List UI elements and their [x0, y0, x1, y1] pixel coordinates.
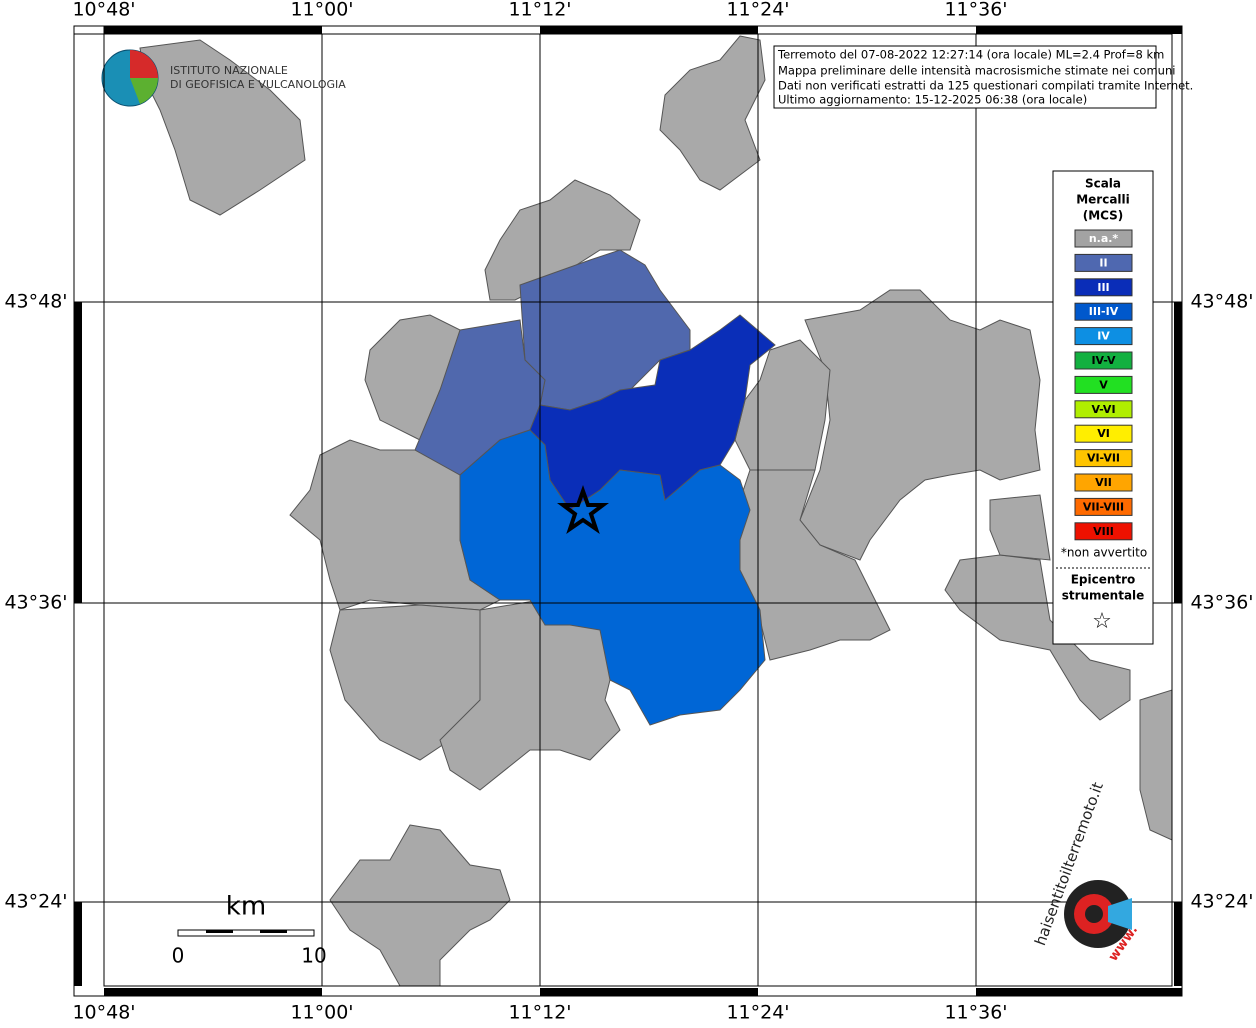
lon-label: 11°00'	[290, 0, 353, 21]
lon-label: 11°36'	[944, 1002, 1007, 1024]
lat-label: 43°24'	[1190, 891, 1253, 913]
legend-swatch	[1074, 424, 1133, 443]
scale-bar-seg	[206, 930, 233, 933]
scale-label: 0	[172, 944, 185, 968]
scale-unit: km	[226, 892, 266, 922]
logo-text: ISTITUTO NAZIONALE	[170, 64, 288, 77]
lat-label: 43°36'	[4, 592, 67, 614]
lon-label: 11°00'	[290, 1002, 353, 1024]
lon-label: 11°36'	[944, 0, 1007, 21]
legend-epicentre: Epicentro	[1071, 573, 1136, 587]
logo-text: DI GEOFISICA E VULCANOLOGIA	[170, 78, 346, 91]
legend: ScalaMercalli(MCS)n.a.*IIIIIIII-IVIVIV-V…	[1056, 177, 1150, 634]
legend-swatch	[1074, 229, 1133, 248]
legend-label: IV	[1097, 330, 1110, 343]
legend-title: Scala	[1085, 177, 1121, 191]
legend-title: (MCS)	[1083, 209, 1124, 223]
legend-label: III-IV	[1089, 305, 1119, 318]
info-box	[773, 45, 1157, 109]
lon-label: 10°48'	[72, 1002, 135, 1024]
frame-band	[976, 26, 1182, 34]
legend-label: V	[1099, 378, 1108, 391]
legend-swatch	[1074, 351, 1133, 370]
legend-label: V-VI	[1091, 403, 1115, 416]
logo-globe	[130, 50, 158, 78]
badge-circle	[1085, 905, 1103, 923]
legend-label: VII-VIII	[1083, 500, 1124, 513]
lon-label: 11°12'	[508, 0, 571, 21]
legend-swatch	[1074, 278, 1133, 297]
legend-epicentre: strumentale	[1062, 589, 1145, 603]
ingv-logo: ISTITUTO NAZIONALE DI GEOFISICA E VULCAN…	[101, 49, 346, 107]
legend-swatch	[1074, 327, 1133, 346]
scale-label: 10	[301, 944, 326, 968]
legend-swatch	[1074, 253, 1133, 272]
legend-swatch	[1074, 497, 1133, 516]
legend-swatch	[1074, 400, 1133, 419]
legend-swatch	[1074, 522, 1133, 541]
info-text: Terremoto del 07-08-2022 12:27:14 (ora l…	[777, 48, 1193, 107]
legend-swatch	[1074, 473, 1133, 492]
info-line: Dati non verificati estratti da 125 ques…	[778, 79, 1193, 93]
legend-label: IV-V	[1091, 354, 1116, 367]
legend-label: VII	[1095, 476, 1112, 489]
frame-band	[104, 26, 322, 34]
frame-band	[1174, 302, 1182, 603]
lon-label: 11°24'	[726, 0, 789, 21]
frame-band	[976, 988, 1182, 996]
legend-label: VIII	[1093, 525, 1114, 538]
lat-label: 43°36'	[1190, 592, 1253, 614]
legend-note: *non avvertito	[1061, 546, 1147, 560]
lon-label: 11°12'	[508, 1002, 571, 1024]
frame-band	[74, 902, 82, 986]
scale-bar: km 0 10	[172, 892, 327, 968]
legend-swatch	[1074, 302, 1133, 321]
legend-label: VI	[1097, 427, 1110, 440]
info-line: Ultimo aggiornamento: 15-12-2025 06:38 (…	[778, 93, 1087, 107]
frame-band	[104, 988, 322, 996]
legend-star: ☆	[1092, 609, 1112, 634]
frame-band	[1174, 902, 1182, 986]
lat-label: 43°48'	[4, 291, 67, 313]
info-line: Terremoto del 07-08-2022 12:27:14 (ora l…	[777, 48, 1164, 62]
legend-label: n.a.*	[1089, 232, 1119, 245]
lon-label: 11°24'	[726, 1002, 789, 1024]
frame-band	[540, 26, 758, 34]
comuni-na	[139, 35, 1173, 987]
legend-swatch	[1074, 449, 1133, 468]
legend-label: II	[1099, 256, 1107, 269]
scale-bar-frame	[177, 929, 315, 937]
legend-label: III	[1097, 281, 1109, 294]
frame-band	[540, 988, 758, 996]
info-line: Mappa preliminare delle intensità macros…	[778, 64, 1175, 78]
epicentre-star	[557, 485, 609, 535]
logo-globe	[130, 78, 158, 104]
lon-label: 10°48'	[72, 0, 135, 21]
badge-horn	[1108, 898, 1132, 930]
frame-band	[74, 302, 82, 603]
lat-label: 43°48'	[1190, 291, 1253, 313]
legend-title: Mercalli	[1076, 193, 1130, 207]
lat-label: 43°24'	[4, 891, 67, 913]
inner-frame	[103, 33, 1173, 987]
legend-label: VI-VII	[1087, 452, 1120, 465]
legend-swatch	[1074, 375, 1133, 394]
scale-bar-seg	[260, 930, 287, 933]
